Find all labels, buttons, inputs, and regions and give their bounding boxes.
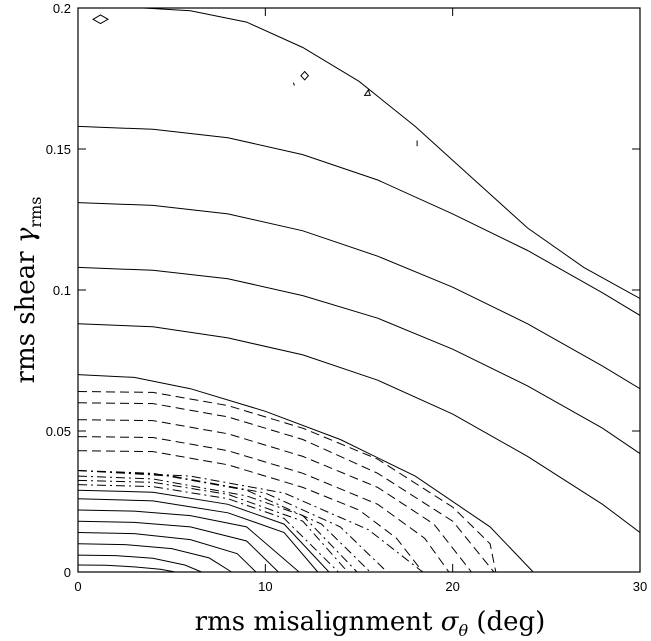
contour-lines	[77, 7, 641, 573]
y-tick-label: 0.1	[53, 283, 71, 298]
x-axis-ticks: 0 10 20 30	[74, 8, 647, 594]
contour-line-22	[77, 266, 641, 455]
x-tick-label: 20	[445, 579, 459, 594]
x-tick-label: 0	[74, 579, 81, 594]
contour-line-24	[77, 125, 641, 316]
contour-line-6	[77, 509, 300, 573]
contour-line-29	[292, 82, 295, 86]
x-tick-label: 10	[258, 579, 272, 594]
plot-frame	[77, 7, 641, 573]
contour-line-1	[77, 564, 176, 573]
contour-line-7	[77, 498, 319, 573]
contour-line-11	[77, 475, 358, 573]
x-axis-title: rms misalignment σθ (deg)	[195, 607, 546, 640]
y-axis-title: rms shear γrms	[11, 197, 45, 384]
contour-line-28	[363, 88, 371, 96]
x-tick-label: 30	[633, 579, 647, 594]
y-tick-label: 0	[64, 565, 71, 580]
contour-line-3	[77, 543, 232, 573]
contour-line-25	[143, 7, 641, 299]
contour-line-8	[77, 489, 330, 573]
contour-line-27	[300, 70, 310, 81]
contour-line-21	[77, 323, 641, 533]
y-axis-ticks: 0 0.05 0.1 0.15 0.2	[46, 1, 640, 580]
contour-line-10	[77, 479, 349, 573]
contour-line-15	[77, 450, 424, 573]
y-tick-label: 0.2	[53, 1, 71, 16]
y-tick-label: 0.05	[46, 424, 71, 439]
contour-line-4	[77, 532, 257, 573]
contour-line-17	[77, 419, 472, 573]
contour-line-16	[77, 436, 450, 573]
contour-line-9	[77, 484, 339, 573]
contour-line-18	[77, 402, 495, 573]
contour-line-26	[91, 14, 110, 25]
contour-line-20	[77, 374, 534, 573]
y-tick-label: 0.15	[46, 142, 71, 157]
contour-line-13	[77, 470, 388, 573]
contour-line-19	[77, 391, 497, 573]
contour-line-2	[77, 554, 202, 573]
contour-line-5	[77, 520, 279, 573]
contour-line-23	[77, 202, 641, 390]
